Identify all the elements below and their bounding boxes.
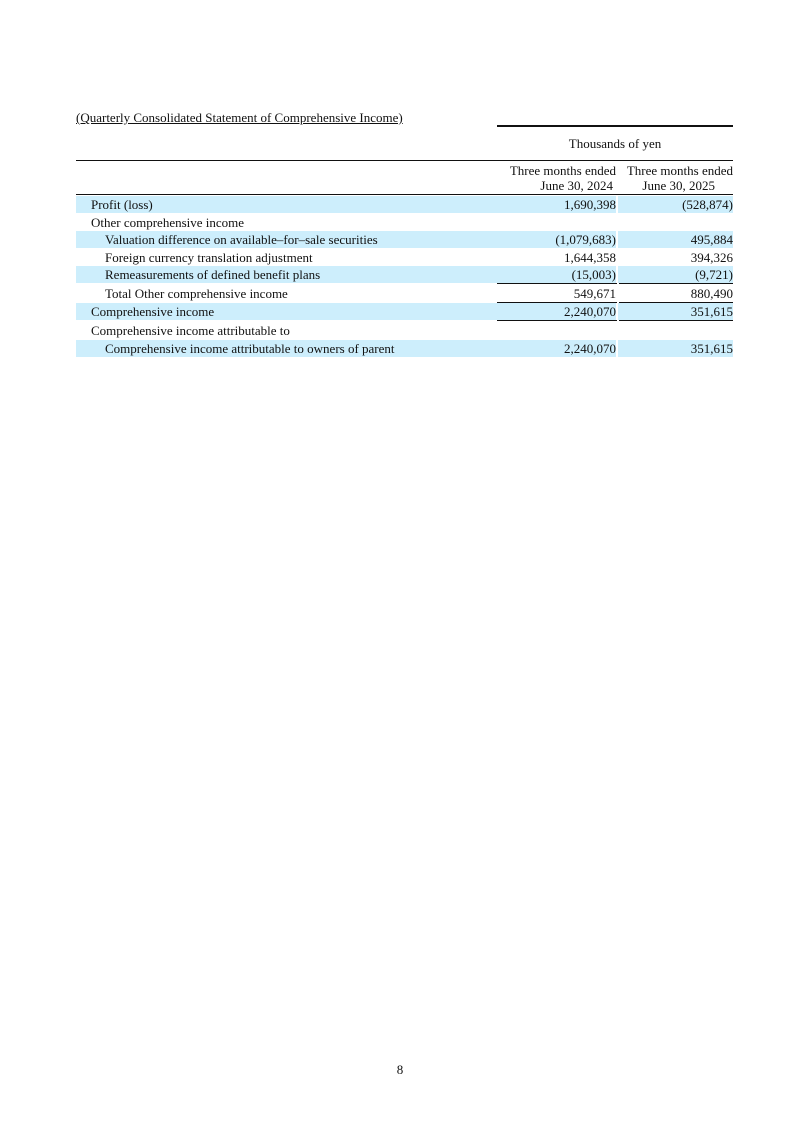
table-row: Foreign currency translation adjustment … <box>76 249 733 266</box>
row-label: Foreign currency translation adjustment <box>105 250 313 265</box>
row-label: Comprehensive income attributable to own… <box>105 341 395 356</box>
table-row: Valuation difference on available–for–sa… <box>76 231 733 248</box>
value-2024: (15,003) <box>571 267 616 282</box>
value-2025: (528,874) <box>682 197 733 212</box>
row-label: Valuation difference on available–for–sa… <box>105 232 378 247</box>
value-2025: 394,326 <box>690 250 733 265</box>
total-rule-2024 <box>497 302 617 303</box>
column-header-date: June 30, 2024 <box>540 178 613 193</box>
value-2024: 549,671 <box>573 286 616 301</box>
total-bottom-rule-2024 <box>497 320 617 321</box>
column-header-line: Three months ended <box>626 163 733 178</box>
value-2024: 1,644,358 <box>564 250 616 265</box>
subtotal-rule-2024 <box>497 283 617 284</box>
row-label: Profit (loss) <box>91 197 153 212</box>
value-2024: (1,079,683) <box>555 232 616 247</box>
table-row: Total Other comprehensive income 549,671… <box>76 285 733 302</box>
row-label: Total Other comprehensive income <box>105 286 288 301</box>
value-2024: 2,240,070 <box>564 304 616 319</box>
value-2024: 2,240,070 <box>564 341 616 356</box>
total-rule-2025 <box>619 302 733 303</box>
value-2024: 1,690,398 <box>564 197 616 212</box>
subtotal-rule-2025 <box>619 283 733 284</box>
table-row: Comprehensive income attributable to own… <box>76 340 733 357</box>
row-label: Remeasurements of defined benefit plans <box>105 267 321 282</box>
value-2025: 351,615 <box>690 304 733 319</box>
top-rule <box>497 125 733 127</box>
column-header-date: June 30, 2025 <box>642 178 715 193</box>
column-header-2024: Three months ended June 30, 2024 <box>510 163 616 193</box>
header-bottom-rule <box>76 194 733 195</box>
column-header-line: Three months ended <box>509 163 616 178</box>
header-top-rule <box>76 160 733 161</box>
row-label: Comprehensive income attributable to <box>91 323 290 338</box>
row-label: Comprehensive income <box>91 304 215 319</box>
table-row: Comprehensive income 2,240,070 351,615 <box>76 303 733 320</box>
statement-title: (Quarterly Consolidated Statement of Com… <box>76 110 403 125</box>
value-2025: 880,490 <box>690 286 733 301</box>
column-header-2025: Three months ended June 30, 2025 <box>627 163 733 193</box>
row-label: Other comprehensive income <box>91 215 245 230</box>
table-row: Profit (loss) 1,690,398 (528,874) <box>76 196 733 213</box>
table-row: Comprehensive income attributable to <box>76 322 733 339</box>
total-bottom-rule-2025 <box>619 320 733 321</box>
value-2025: 351,615 <box>690 341 733 356</box>
table-row: Other comprehensive income <box>76 214 733 231</box>
table-row: Remeasurements of defined benefit plans … <box>76 266 733 283</box>
unit-label: Thousands of yen <box>568 136 662 151</box>
page-number: 8 <box>396 1062 404 1077</box>
value-2025: 495,884 <box>690 232 733 247</box>
value-2025: (9,721) <box>695 267 733 282</box>
